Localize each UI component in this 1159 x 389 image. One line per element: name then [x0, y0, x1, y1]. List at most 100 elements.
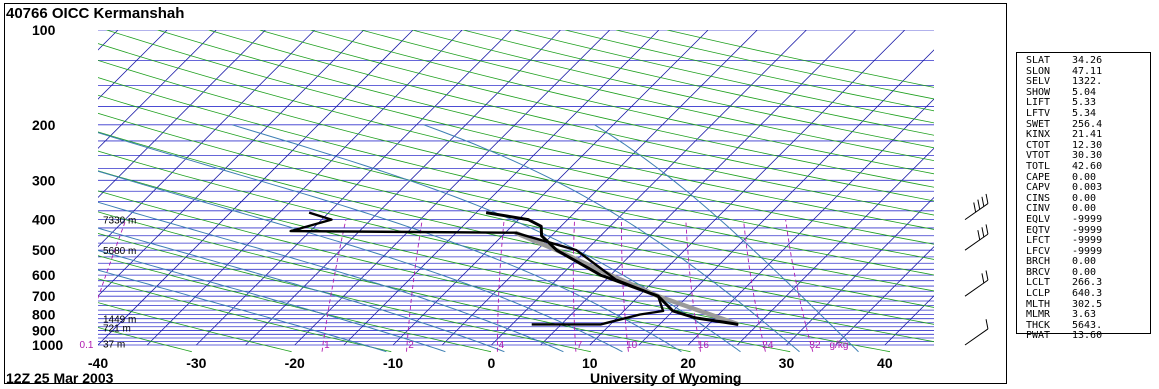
dry-adiabat-line	[157, 30, 934, 216]
moist-adiabat-line	[423, 124, 800, 353]
index-value: 5.33	[1072, 97, 1097, 109]
temperature-tick-label: 10	[582, 355, 598, 371]
index-row: MLTH 302.5	[1026, 299, 1102, 311]
moist-adiabat-line	[98, 269, 387, 353]
index-row: BRCV 0.00	[1026, 266, 1102, 279]
indices-table: SLAT 34.26 SLON 47.11 SELV 1322. SHOW 5.04 LIFT 5…	[1026, 55, 1103, 342]
index-value: 0.00	[1072, 266, 1097, 278]
index-value: 1322.	[1072, 76, 1103, 88]
moist-adiabat-line	[98, 249, 446, 353]
isotherm-line	[196, 30, 512, 346]
index-value: 640.3	[1072, 288, 1103, 300]
pressure-tick-label: 300	[32, 172, 56, 188]
index-value: 0.00	[1072, 256, 1097, 268]
wind-barb-flag	[985, 193, 989, 204]
index-row: MLMR 3.63	[1026, 310, 1102, 321]
pressure-tick-label: 900	[32, 323, 56, 339]
temperature-tick-label: 30	[779, 355, 795, 371]
isotherm-line	[540, 30, 856, 346]
index-key: CTOT	[1026, 139, 1051, 151]
temperature-tick-label: -30	[186, 355, 206, 371]
index-row: CINS 0.00	[1026, 192, 1102, 205]
index-row: CINV 0.00	[1026, 204, 1102, 215]
mixing-ratio-label: 24	[762, 340, 774, 351]
wind-barb-staff	[964, 279, 989, 297]
temperature-tick-label: 40	[877, 355, 893, 371]
index-row: CAPV 0.003	[1026, 183, 1102, 194]
wind-barb	[964, 224, 989, 251]
index-key: TOTL	[1026, 160, 1051, 172]
isotherm-line	[146, 30, 463, 346]
index-key: LFTV	[1026, 107, 1051, 119]
index-key: BRCV	[1026, 266, 1051, 278]
index-key: LCLT	[1026, 277, 1051, 289]
temperature-tick-label: -10	[383, 355, 403, 371]
wind-barb-staff	[964, 203, 989, 221]
wind-barb-flag	[973, 202, 977, 213]
temperature-tick-label: 0	[488, 355, 496, 371]
index-key: VTOT	[1026, 150, 1051, 162]
index-value: 5.04	[1072, 86, 1097, 98]
index-key: KINX	[1026, 129, 1051, 141]
wind-barb	[964, 319, 989, 346]
wind-barb-flag	[977, 230, 981, 240]
index-value: -9999	[1072, 213, 1103, 225]
wind-barb-flag	[985, 270, 989, 281]
index-row: VTOT 30.30	[1026, 151, 1102, 162]
chart-title: 40766 OICC Kermanshah	[6, 5, 184, 22]
index-row: LFCV -9999	[1026, 245, 1102, 258]
wind-barb-flag	[981, 227, 985, 238]
index-row: LCLP 640.3	[1026, 288, 1103, 300]
dry-adiabat-line	[361, 30, 934, 162]
height-label: 1449 m	[103, 315, 136, 326]
index-row: KINX 21.41	[1026, 130, 1102, 141]
mixing-ratio-line	[785, 219, 814, 352]
dry-adiabat-line	[98, 43, 934, 245]
moist-adiabat-line	[594, 124, 859, 353]
isotherm-line	[294, 30, 610, 346]
index-value: 5643.	[1072, 319, 1103, 331]
mixing-ratio-line	[685, 219, 701, 352]
index-value: 42.60	[1072, 160, 1103, 172]
index-value: 0.00	[1072, 203, 1097, 215]
isotherm-line	[98, 30, 365, 297]
index-row: LIFT 5.33	[1026, 98, 1102, 109]
index-value: 0.00	[1072, 192, 1097, 204]
wind-barb	[964, 270, 989, 297]
isotherm-line	[98, 30, 168, 100]
isotherm-line	[392, 30, 709, 346]
temperature-tick-label: -20	[285, 355, 305, 371]
pressure-tick-label: 600	[32, 267, 56, 283]
dry-adiabat-line	[98, 211, 691, 353]
index-key: LIFT	[1026, 97, 1051, 109]
index-key: LFCV	[1026, 245, 1051, 257]
index-key: LCLP	[1026, 288, 1051, 300]
index-key: SELV	[1026, 76, 1051, 88]
isotherm-line	[98, 30, 266, 199]
dry-adiabat-line	[98, 131, 934, 325]
index-value: 0.00	[1072, 171, 1097, 183]
mixing-ratio-line	[321, 219, 347, 352]
index-row: LFCT -9999	[1026, 235, 1102, 247]
index-key: EQLV	[1026, 213, 1051, 225]
pressure-tick-label: 700	[32, 288, 56, 304]
moist-adiabat-line	[98, 170, 623, 353]
index-row: CTOT 12.30	[1026, 139, 1102, 152]
isotherm-line	[98, 30, 119, 51]
dry-adiabat-line	[98, 327, 192, 353]
isotherm-line	[786, 196, 934, 346]
wind-barb	[964, 193, 989, 221]
index-row: LFTV 5.34	[1026, 107, 1102, 120]
moist-adiabat-line	[98, 227, 505, 353]
temperature-tick-label: -40	[88, 355, 108, 371]
isotherm-line	[687, 98, 934, 346]
dry-adiabat-line	[106, 30, 934, 230]
chart-frame	[4, 3, 1007, 384]
wind-barb-flag	[985, 319, 989, 330]
index-value: 5.34	[1072, 107, 1097, 119]
index-row: SELV 1322.	[1026, 77, 1102, 88]
temperature-profile	[485, 211, 739, 326]
index-key: SLAT	[1026, 55, 1051, 66]
isotherm-line	[737, 147, 934, 346]
